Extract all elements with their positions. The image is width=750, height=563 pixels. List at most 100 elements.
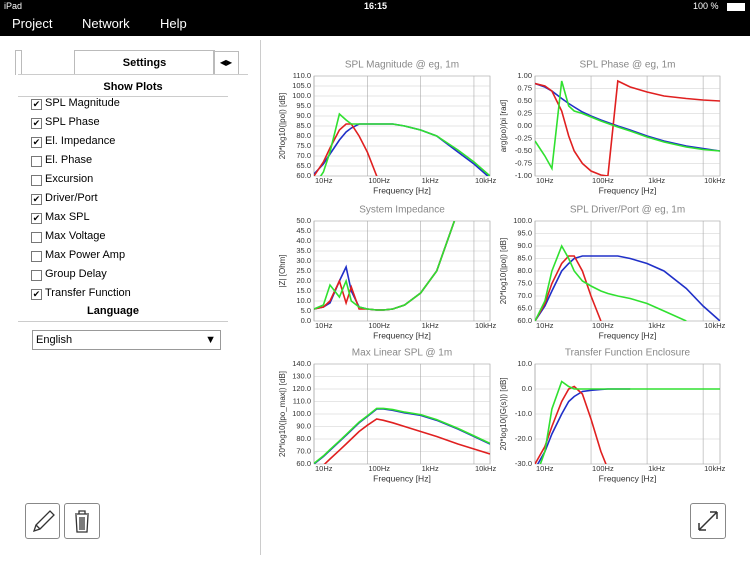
series-group: [535, 380, 720, 464]
y-tick-label: -20.0: [515, 434, 532, 443]
x-tick-label: 100Hz: [368, 464, 390, 473]
tab-arrows[interactable]: ◀▶: [213, 51, 239, 75]
checkbox[interactable]: ✔: [31, 289, 42, 300]
menu-bar: Project Network Help: [0, 13, 750, 36]
option-label: Group Delay: [45, 268, 107, 280]
y-tick-label: -0.50: [515, 146, 532, 155]
x-tick-label: 10kHz: [704, 321, 726, 330]
y-tick-label: 40.0: [296, 236, 311, 245]
section-title: Language: [87, 305, 139, 317]
time: 16:15: [364, 1, 388, 11]
y-tick-label: 20.0: [296, 276, 311, 285]
checkbox[interactable]: ✔: [31, 194, 42, 205]
y-tick-label: 90.0: [296, 111, 311, 120]
series-line: [535, 255, 720, 321]
y-tick-label: 0.0: [522, 384, 532, 393]
option-label: Excursion: [45, 173, 94, 185]
y-tick-label: 70.0: [517, 291, 532, 300]
checkbox[interactable]: ✔: [31, 137, 42, 148]
x-tick-label: 100Hz: [368, 321, 390, 330]
y-tick-label: 85.0: [517, 253, 532, 262]
series-line: [314, 407, 490, 464]
checkbox[interactable]: [31, 251, 42, 262]
x-tick-label: 10kHz: [475, 176, 497, 185]
y-tick-label: 140.0: [292, 359, 311, 368]
checkbox[interactable]: [31, 156, 42, 167]
x-tick-label: 10kHz: [475, 464, 497, 473]
series-line: [323, 418, 490, 464]
delete-button[interactable]: [64, 503, 100, 539]
option-label: Driver/Port: [45, 192, 98, 204]
y-axis-label: 20*log10(|G(s)|) [dB]: [499, 377, 508, 450]
y-tick-label: 50.0: [296, 216, 311, 225]
y-tick-label: 95.0: [517, 228, 532, 237]
y-tick-label: 45.0: [296, 226, 311, 235]
series-group: [314, 221, 456, 311]
series-line: [314, 123, 378, 176]
y-tick-label: 0.25: [517, 108, 532, 117]
battery: 100 %: [693, 1, 719, 11]
x-tick-label: 1kHz: [648, 464, 665, 473]
y-tick-label: 5.0: [301, 306, 311, 315]
y-tick-label: 80.0: [296, 434, 311, 443]
status-bar: iPad 16:15 100 %: [0, 0, 750, 13]
x-axis-label: Frequency [Hz]: [599, 330, 657, 340]
y-tick-label: 10.0: [296, 296, 311, 305]
x-tick-label: 10Hz: [315, 176, 333, 185]
y-tick-label: 80.0: [296, 131, 311, 140]
y-tick-label: -10.0: [515, 409, 532, 418]
y-axis-label: arg(po)/pi [rad]: [499, 100, 508, 152]
y-tick-label: 60.0: [296, 459, 311, 468]
x-tick-label: 100Hz: [368, 176, 390, 185]
y-tick-label: 30.0: [296, 256, 311, 265]
checkbox[interactable]: ✔: [31, 99, 42, 110]
y-tick-label: 75.0: [517, 278, 532, 287]
y-tick-label: 60.0: [517, 316, 532, 325]
separator: [18, 74, 248, 75]
y-tick-label: -1.00: [515, 171, 532, 180]
y-tick-label: 130.0: [292, 371, 311, 380]
series-line: [535, 82, 720, 152]
menu-item[interactable]: Help: [160, 16, 187, 31]
y-tick-label: -30.0: [515, 459, 532, 468]
divider: [260, 40, 261, 555]
checkbox[interactable]: ✔: [31, 213, 42, 224]
checkbox[interactable]: [31, 270, 42, 281]
x-tick-label: 10Hz: [536, 176, 554, 185]
x-tick-label: 1kHz: [648, 176, 665, 185]
settings-tab[interactable]: Settings: [74, 50, 215, 75]
option-label: SPL Phase: [45, 116, 100, 128]
checkbox[interactable]: ✔: [31, 118, 42, 129]
x-axis-label: Frequency [Hz]: [373, 330, 431, 340]
y-tick-label: 100.0: [513, 216, 532, 225]
y-tick-label: 65.0: [517, 303, 532, 312]
y-tick-label: 0.75: [517, 83, 532, 92]
y-tick-label: 95.0: [296, 101, 311, 110]
x-tick-label: 10Hz: [536, 464, 554, 473]
y-tick-label: 105.0: [292, 81, 311, 90]
x-tick-label: 10kHz: [475, 321, 497, 330]
x-tick-label: 100Hz: [592, 321, 614, 330]
menu-item[interactable]: Project: [12, 16, 53, 31]
y-tick-label: 90.0: [517, 241, 532, 250]
edit-button[interactable]: [25, 503, 60, 539]
y-tick-label: 110.0: [293, 71, 311, 80]
y-tick-label: 70.0: [296, 151, 311, 160]
x-tick-label: 10kHz: [704, 176, 726, 185]
x-axis-label: Frequency [Hz]: [373, 473, 431, 483]
menu-item[interactable]: Network: [82, 16, 130, 31]
tab[interactable]: [15, 50, 22, 75]
chart-title: SPL Magnitude @ eg, 1m: [345, 60, 459, 71]
series-line: [319, 112, 490, 176]
language-select[interactable]: English ▼: [32, 330, 221, 350]
battery-icon: [727, 3, 745, 11]
expand-button[interactable]: [690, 503, 726, 539]
option-label: El. Phase: [45, 154, 93, 166]
series-group: [314, 112, 490, 176]
checkbox[interactable]: [31, 232, 42, 243]
x-tick-label: 1kHz: [422, 176, 439, 185]
checkbox[interactable]: [31, 175, 42, 186]
section-title: Show Plots: [103, 81, 163, 93]
y-tick-label: 90.0: [296, 421, 311, 430]
